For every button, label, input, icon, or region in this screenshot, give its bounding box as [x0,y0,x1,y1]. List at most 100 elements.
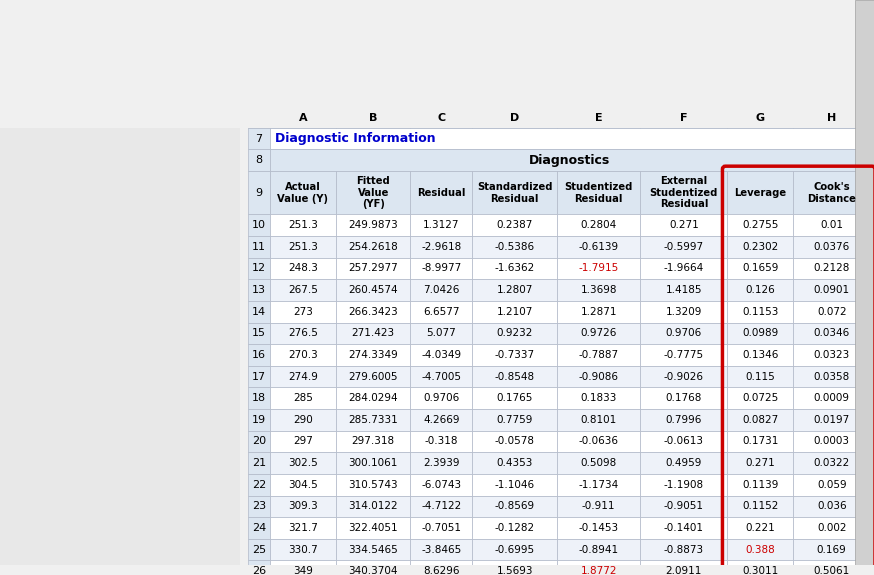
Bar [727,236,794,258]
Text: A: A [299,113,308,123]
Bar [0,0,874,128]
Bar [727,409,794,431]
Bar [794,236,870,258]
Text: 270.3: 270.3 [288,350,318,360]
Bar [794,258,870,279]
Text: 0.2387: 0.2387 [496,220,533,230]
Text: Fitted
Value
(YF): Fitted Value (YF) [357,176,390,209]
Bar [641,258,727,279]
Text: 22: 22 [252,480,266,490]
Text: 260.4574: 260.4574 [349,285,398,295]
Text: 19: 19 [252,415,266,425]
Bar [336,388,411,409]
Bar [727,431,794,453]
Bar [472,236,558,258]
Text: 0.271: 0.271 [746,458,775,468]
Bar [270,474,336,496]
Bar [248,171,270,214]
Bar [855,0,874,565]
Text: -0.8548: -0.8548 [495,371,535,382]
Bar [248,150,270,171]
Bar [727,279,794,301]
Bar [411,431,472,453]
Text: 309.3: 309.3 [288,501,318,511]
Bar [794,214,870,236]
Bar [727,453,794,474]
Bar [248,431,270,453]
Bar [641,366,727,388]
Bar [558,561,641,575]
Bar [794,431,870,453]
Text: 251.3: 251.3 [288,220,318,230]
Text: External
Studentized
Residual: External Studentized Residual [649,176,718,209]
Text: 0.2755: 0.2755 [742,220,779,230]
Text: -0.5386: -0.5386 [495,242,535,252]
Bar [336,366,411,388]
Bar [336,323,411,344]
Text: 2.3939: 2.3939 [423,458,460,468]
Bar [641,279,727,301]
Bar [727,561,794,575]
Bar [472,258,558,279]
Text: 16: 16 [252,350,266,360]
Bar [727,496,794,517]
Text: 271.423: 271.423 [351,328,395,338]
Text: Residual: Residual [417,187,466,198]
Bar [472,279,558,301]
Bar [0,0,240,565]
Bar [641,388,727,409]
Text: -0.8873: -0.8873 [663,545,704,555]
Text: 0.036: 0.036 [817,501,847,511]
Text: -3.8465: -3.8465 [421,545,461,555]
Text: 8: 8 [255,155,262,165]
Bar [336,279,411,301]
Bar [270,236,336,258]
Bar [558,496,641,517]
Bar [270,171,336,214]
Text: 274.9: 274.9 [288,371,318,382]
Bar [336,258,411,279]
Text: 0.0323: 0.0323 [814,350,850,360]
Text: 2.0911: 2.0911 [666,566,702,575]
Bar [336,409,411,431]
Text: -0.7887: -0.7887 [579,350,619,360]
Bar [248,474,270,496]
Bar [727,517,794,539]
Text: 0.2302: 0.2302 [742,242,779,252]
Text: 302.5: 302.5 [288,458,318,468]
Bar [641,561,727,575]
Bar [270,150,870,171]
Bar [558,474,641,496]
Text: 0.0009: 0.0009 [814,393,850,403]
Text: 340.3704: 340.3704 [349,566,398,575]
Bar [411,409,472,431]
Text: 1.3127: 1.3127 [423,220,460,230]
Bar [270,279,336,301]
Bar [558,323,641,344]
Bar [727,539,794,561]
Bar [558,301,641,323]
Bar [794,108,870,128]
Text: 1.3209: 1.3209 [666,306,702,317]
Bar [727,108,794,128]
Bar [248,366,270,388]
Text: F: F [680,113,688,123]
Text: 24: 24 [252,523,266,533]
Bar [558,409,641,431]
Bar [558,108,641,128]
Text: -0.7775: -0.7775 [663,350,704,360]
Text: 314.0122: 314.0122 [349,501,398,511]
Text: 12: 12 [252,263,266,274]
Text: -1.7915: -1.7915 [579,263,619,274]
Bar [248,323,270,344]
Text: 0.0197: 0.0197 [814,415,850,425]
Text: 1.3698: 1.3698 [580,285,617,295]
Bar [472,561,558,575]
Bar [472,344,558,366]
Text: 0.4959: 0.4959 [666,458,702,468]
Text: 9: 9 [255,187,262,198]
Bar [270,561,336,575]
Bar [794,171,870,214]
Text: -0.6995: -0.6995 [495,545,535,555]
Bar [794,388,870,409]
